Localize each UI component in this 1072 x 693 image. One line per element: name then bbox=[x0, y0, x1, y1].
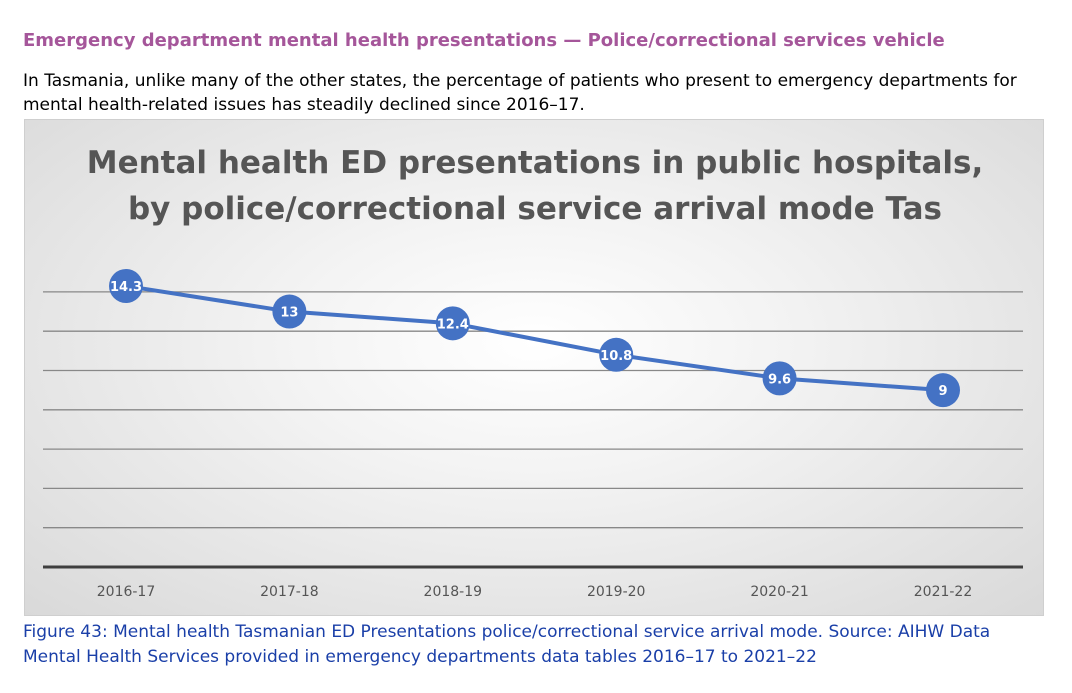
chart-title: Mental health ED presentations in public… bbox=[25, 140, 1043, 232]
section-heading: Emergency department mental health prese… bbox=[23, 30, 945, 51]
x-tick-label: 2021-22 bbox=[914, 584, 973, 600]
data-point bbox=[926, 373, 960, 408]
line-chart: 2016-17 2017-18 2018-19 2019-20 2020-21 2021-… bbox=[24, 119, 1044, 616]
x-tick-label: 2019-20 bbox=[587, 584, 646, 600]
data-label: 14.3 bbox=[110, 280, 142, 295]
chart-title-line-1: Mental health ED presentations in public… bbox=[86, 145, 984, 181]
data-label: 9 bbox=[938, 384, 947, 399]
x-tick-label: 2016-17 bbox=[97, 584, 156, 600]
data-label: 13 bbox=[280, 306, 298, 321]
data-label: 9.6 bbox=[768, 372, 791, 387]
data-point bbox=[762, 361, 797, 396]
data-point bbox=[599, 337, 634, 372]
chart-plot: 2016-17 2017-18 2018-19 2019-20 2020-21 2021-… bbox=[43, 269, 1023, 600]
data-label: 12.4 bbox=[437, 317, 469, 332]
intro-paragraph: In Tasmania, unlike many of the other st… bbox=[23, 71, 1017, 115]
data-point bbox=[435, 306, 470, 341]
figure-caption: Figure 43: Mental health Tasmanian ED Pr… bbox=[23, 622, 991, 667]
data-label: 10.8 bbox=[600, 349, 632, 364]
x-tick-label: 2020-21 bbox=[750, 584, 809, 600]
x-tick-label: 2018-19 bbox=[424, 584, 483, 600]
chart-title-line-2: by police/correctional service arrival m… bbox=[127, 191, 943, 227]
data-point bbox=[272, 294, 307, 329]
series-line bbox=[124, 284, 945, 393]
x-tick-label: 2017-18 bbox=[260, 584, 319, 600]
data-point bbox=[109, 269, 143, 304]
